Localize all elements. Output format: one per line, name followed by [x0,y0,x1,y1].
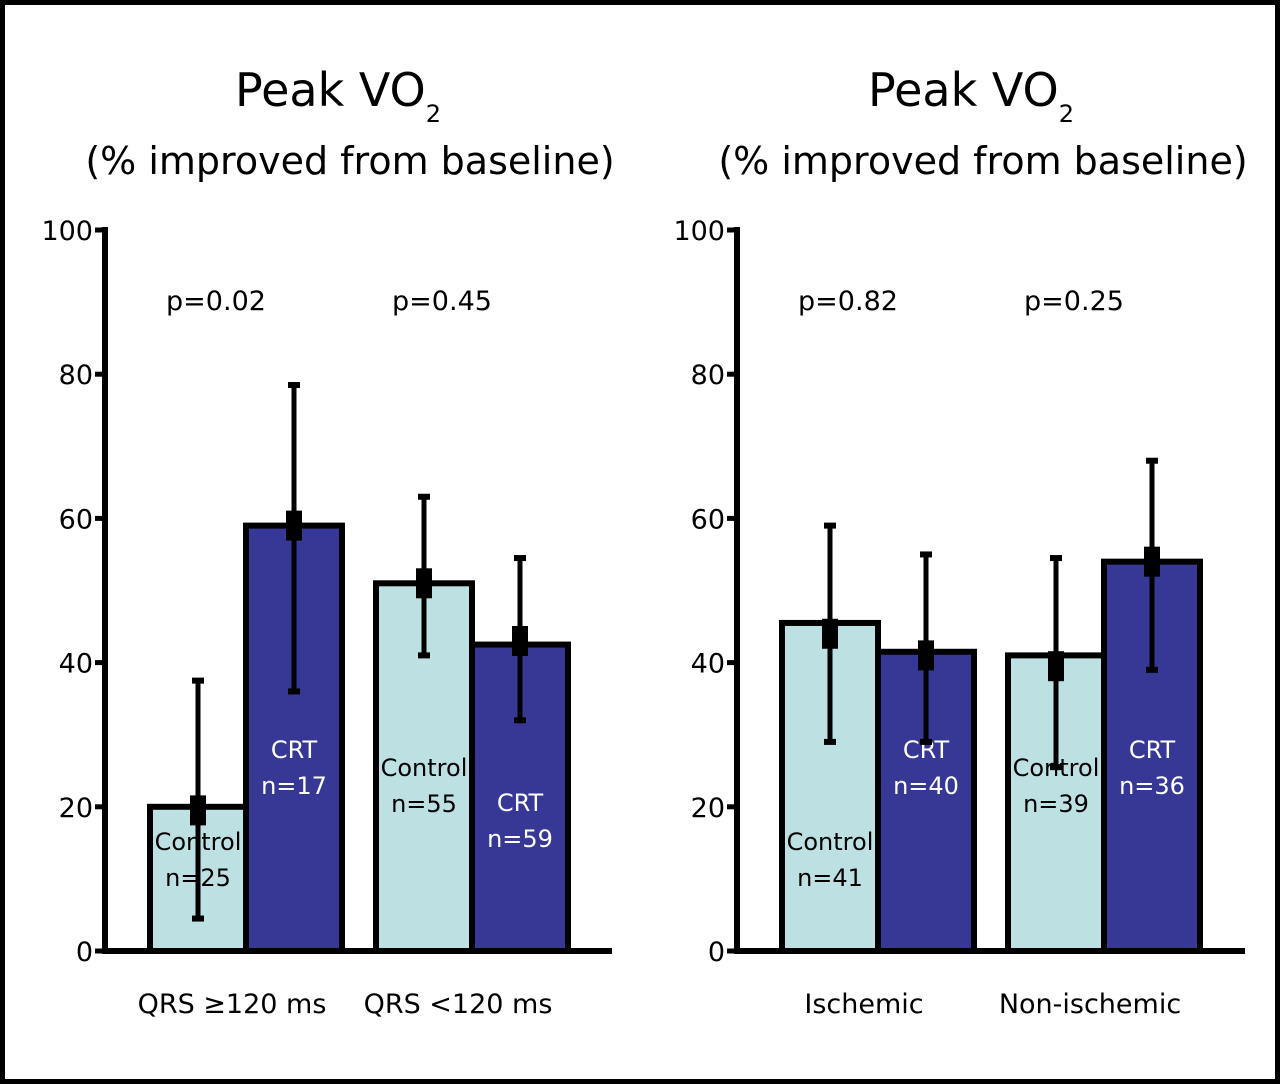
y-tick-label-100: 100 [41,216,93,247]
error-cap-high-crt-2 [1146,457,1158,464]
mean-marker-control-1 [822,618,838,649]
x-category-label-1: QRS ≥120 ms [138,989,327,1020]
error-cap-low-crt-1 [920,738,932,745]
chart-title-main: Peak VO [235,63,426,117]
x-category-label-2: QRS <120 ms [364,989,553,1020]
mean-marker-control-1 [190,795,206,826]
bar-label-control-2-group: Control [381,754,468,782]
bar-label-control-2-n: n=39 [1023,790,1089,818]
mean-marker-control-2 [416,568,432,599]
mean-marker-crt-2 [512,625,528,656]
mean-marker-crt-2 [1144,546,1160,577]
error-cap-low-crt-2 [514,717,526,724]
y-tick-label-80: 80 [691,360,725,391]
bar-label-control-1-group: Control [787,828,874,856]
p-value-label-2: p=0.25 [1024,286,1124,317]
chart-title-subscript: 2 [1059,100,1074,128]
y-tick-label-60: 60 [59,504,93,535]
bar-label-crt-2-n: n=36 [1119,772,1185,800]
bar-label-crt-1-n: n=40 [893,772,959,800]
chart-subtitle: (% improved from baseline) [85,139,614,183]
p-value-label-1: p=0.02 [166,286,266,317]
y-tick-label-80: 80 [59,360,93,391]
error-cap-high-crt-1 [288,382,300,389]
y-tick-label-0: 0 [76,937,93,968]
y-tick-label-20: 20 [59,793,93,824]
y-tick-label-100: 100 [673,216,725,247]
x-category-label-1: Ischemic [804,989,923,1020]
p-value-label-1: p=0.82 [798,286,898,317]
chart-title-main: Peak VO [868,63,1059,117]
mean-marker-crt-1 [918,640,934,671]
error-cap-high-control-2 [418,493,430,500]
bar-label-crt-2-group: CRT [1129,736,1176,764]
chart-panel-1: Peak VO2 (% improved from baseline) Contro… [41,63,614,1020]
error-cap-high-control-1 [824,522,836,529]
bar-label-crt-2-group: CRT [497,789,544,817]
error-cap-low-crt-2 [1146,666,1158,673]
chart-panel-2: Peak VO2 (% improved from baseline) Contro… [673,63,1247,1020]
mean-marker-control-2 [1048,651,1064,682]
chart-title: Peak VO2 [868,63,1074,128]
error-cap-low-crt-1 [288,688,300,695]
y-tick-label-60: 60 [691,504,725,535]
error-cap-high-crt-1 [920,551,932,558]
y-tick-label-0: 0 [708,937,725,968]
bar-label-crt-1-n: n=17 [261,772,327,800]
bar-label-crt-1-group: CRT [271,736,318,764]
y-tick-label-40: 40 [59,649,93,680]
error-cap-low-control-1 [824,738,836,745]
error-cap-high-control-1 [192,677,204,684]
p-value-label-2: p=0.45 [392,286,492,317]
x-category-label-2: Non-ischemic [999,989,1181,1020]
mean-marker-crt-1 [286,510,302,541]
error-cap-high-control-2 [1050,555,1062,562]
bar-label-control-2-n: n=55 [391,790,457,818]
error-cap-low-control-2 [418,652,430,659]
error-cap-low-control-1 [192,915,204,922]
chart-subtitle: (% improved from baseline) [718,139,1247,183]
bar-label-crt-2-n: n=59 [487,825,553,853]
bar-label-control-1-n: n=41 [797,864,863,892]
chart-title-subscript: 2 [426,100,441,128]
chart-title: Peak VO2 [235,63,441,128]
error-cap-low-control-2 [1050,764,1062,771]
y-tick-label-20: 20 [691,793,725,824]
y-tick-label-40: 40 [691,649,725,680]
error-cap-high-crt-2 [514,555,526,562]
